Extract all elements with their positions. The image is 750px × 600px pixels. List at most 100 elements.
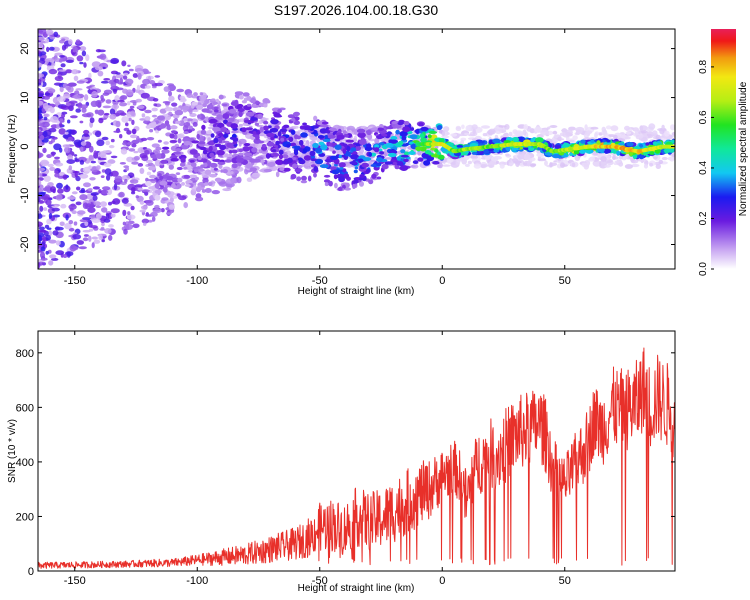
spectrogram-ridge-blob [364,146,373,152]
spectrogram-ridge-blob [318,152,326,157]
colorbar-tick-label: 0.0 [698,262,709,276]
spectrogram-ridge-blob [296,176,302,182]
spectrogram-ridge-blob [456,144,464,148]
spectrogram-noise-blob [86,166,93,169]
spectrogram-noise-blob [96,139,105,147]
spectrogram-ridge-blob [420,126,429,132]
spectrogram-ridge-blob [249,167,257,172]
spectrogram-noise-blob [61,113,66,118]
spectrogram-noise-blob [464,163,470,167]
spectrogram-ridge-blob [400,149,406,154]
spectrogram-noise-blob [38,93,45,96]
spectrogram-ridge-blob [159,108,167,114]
spectrogram-ridge-blob [278,154,284,160]
spectrogram-noise-blob [84,221,89,227]
spectrogram-ridge-blob [252,131,257,135]
spectrogram-ridge-blob [222,113,230,120]
spectrogram-ridge-blob [322,138,331,143]
spectrogram-ridge-blob [173,107,178,112]
spectrogram-noise-blob [109,108,116,115]
spectrogram-noise-blob [505,153,510,157]
spectrogram-ridge-blob [562,142,570,148]
spectrogram-noise-blob [672,153,675,157]
spectrogram-noise-blob [55,250,65,256]
spectrogram-noise-blob [631,163,640,168]
spectrogram-noise-blob [81,50,87,57]
spectrogram-ridge-blob [191,140,200,144]
spectrogram-noise-blob [48,46,55,51]
spectrogram-noise-blob [54,75,64,82]
spectrogram-noise-blob [121,60,127,67]
spectrogram-noise-blob [589,156,596,162]
spectrogram-noise-blob [113,130,121,133]
spectrogram-noise-blob [38,179,42,186]
spectrogram-noise-blob [131,161,139,165]
spectrogram-noise-blob [205,130,213,135]
spectrogram-ridge-blob [255,134,260,141]
spectrogram-noise-blob [168,90,172,97]
spectrogram-noise-blob [610,125,619,132]
spectrogram-ridge-blob [251,103,257,107]
spectrogram-noise-blob [71,210,77,215]
spectrogram-ridge-blob [376,127,385,131]
spectrogram-noise-blob [661,124,665,130]
spectrogram-noise-blob [39,123,44,127]
spectrogram-noise-blob [108,201,112,206]
spectrogram-noise-blob [547,126,551,130]
spectrogram-noise-blob [66,83,74,87]
spectrogram-noise-blob [38,29,47,35]
spectrogram-noise-blob [498,125,507,128]
spectrogram-ridge-blob [279,167,285,172]
spectrogram-noise-blob [101,136,109,141]
spectrogram-noise-blob [133,155,140,161]
spectrogram-noise-blob [188,108,193,115]
spectrogram-ridge-blob [290,129,296,135]
spectrogram-ridge-blob [180,157,186,164]
spectrogram-noise-blob [103,78,111,81]
spectrogram-noise-blob [52,136,58,140]
spectrogram-ridge-blob [301,175,307,181]
spectrogram-ridge-blob [196,168,205,172]
spectrogram-noise-blob [485,156,491,161]
spectrogram-noise-blob [80,188,86,193]
spectrogram-noise-blob [43,207,48,211]
spectrogram-noise-blob [522,129,527,136]
spectrogram-ridge-blob [320,144,328,151]
spectrogram-noise-blob [56,182,63,189]
spectrogram-noise-blob [123,72,129,76]
spectrogram-noise-blob [171,177,180,183]
spectrogram-noise-blob [45,58,54,62]
spectrogram-noise-blob [77,156,87,163]
spectrogram-noise-blob [132,223,140,229]
spectrogram-noise-blob [223,140,230,144]
spectrogram-ridge-blob [342,148,347,155]
spectrogram-noise-blob [88,154,94,160]
spectrogram-noise-blob [105,99,112,104]
spectrogram-ridge-blob [199,146,207,151]
spectrogram-ridge-blob [160,159,168,164]
spectrogram-noise-blob [76,55,84,62]
spectrogram-noise-blob [97,49,106,53]
spectrogram-noise-blob [53,82,63,86]
spectrogram-noise-blob [103,162,112,168]
spectrogram-noise-blob [46,218,52,225]
spectrogram-ridge-blob [580,139,586,144]
spectrogram-ridge-blob [378,142,385,146]
spectrogram-ridge-blob [438,138,445,144]
spectrogram-noise-blob [93,201,101,206]
spectrogram-noise-blob [155,146,162,151]
spectrogram-ridge-blob [145,180,152,187]
spectrogram-ridge-blob [160,123,167,128]
spectrogram-ridge-blob [181,182,185,186]
spectrogram-noise-blob [131,128,137,135]
spectrogram-noise-blob [144,85,151,89]
spectrogram-ridge-blob [573,149,580,155]
colorbar-tick-label: 0.2 [698,211,709,225]
spectrogram-ridge-blob [226,130,230,134]
spectrogram-noise-blob [455,159,461,166]
spectrogram-ridge-blob [368,152,373,157]
spectrogram-noise-blob [38,62,43,68]
spectrogram-ridge-blob [398,140,404,146]
spectrogram-noise-blob [59,221,65,227]
